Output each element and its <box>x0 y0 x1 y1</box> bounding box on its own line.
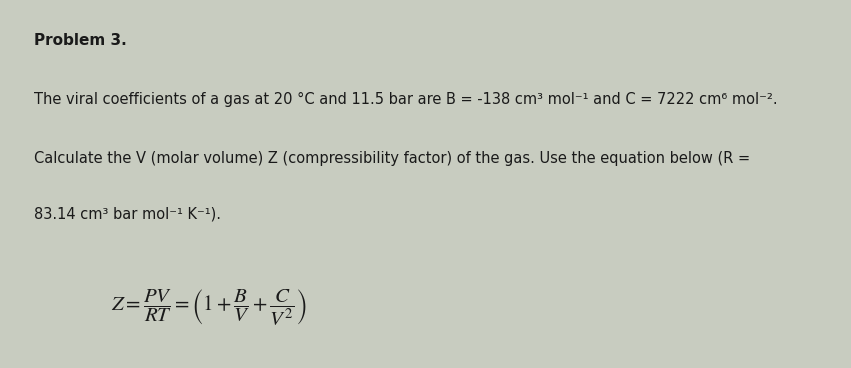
Text: $Z = \dfrac{PV}{RT} = \left(1 + \dfrac{B}{V} + \dfrac{C}{V^2}\right)$: $Z = \dfrac{PV}{RT} = \left(1 + \dfrac{B… <box>111 287 306 328</box>
Text: 83.14 cm³ bar mol⁻¹ K⁻¹).: 83.14 cm³ bar mol⁻¹ K⁻¹). <box>34 206 221 221</box>
Text: The viral coefficients of a gas at 20 °C and 11.5 bar are B = -138 cm³ mol⁻¹ and: The viral coefficients of a gas at 20 °C… <box>34 92 778 107</box>
Text: Problem 3.: Problem 3. <box>34 33 127 48</box>
Text: Calculate the V (molar volume) Z (compressibility factor) of the gas. Use the eq: Calculate the V (molar volume) Z (compre… <box>34 151 751 166</box>
